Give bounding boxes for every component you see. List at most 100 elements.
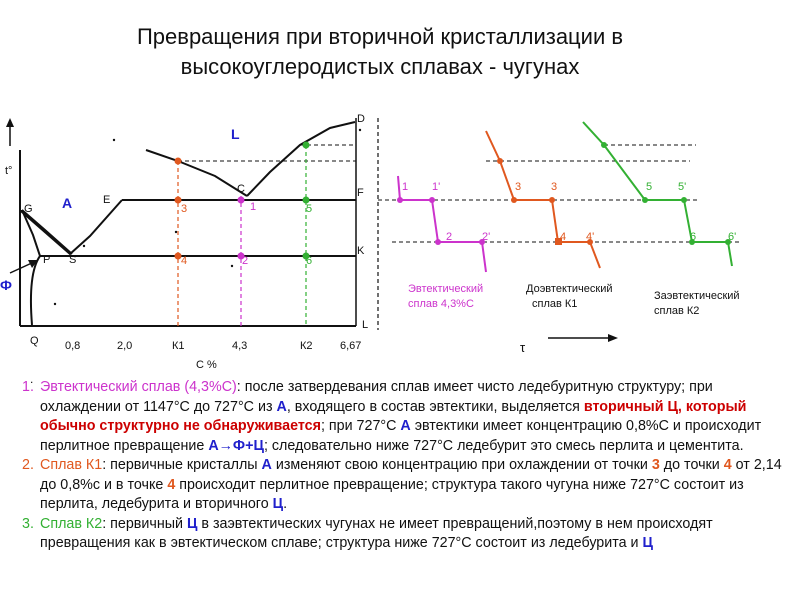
item-text: от 2,14 до 0,8%с и в точке <box>40 457 782 493</box>
phase-cementite: Ц <box>186 515 198 532</box>
phase-austenite: А <box>261 457 272 473</box>
dot <box>230 264 234 268</box>
title-line-1: Превращения при вторичной кристаллизации… <box>136 24 624 49</box>
liquidus-right <box>246 121 356 197</box>
k2-curve-label-5: 5 <box>646 181 652 193</box>
k2-curve-point-6p <box>725 239 731 245</box>
explanation-list: 1. Эвтектический сплав (4,3%С): после за… <box>22 378 782 554</box>
label-G: G <box>24 203 33 215</box>
point-ref: 4 <box>723 457 732 473</box>
k2-point-6-label: 6 <box>306 255 312 267</box>
k1-curve-label-4: 4 <box>560 231 566 243</box>
list-item-k1: 2. Сплав К1: первичные кристаллы А измен… <box>22 456 782 515</box>
x-tick-6-67: 6,67 <box>340 340 361 352</box>
emphasis-text: вторичный Ц, который обычно структурно н… <box>40 398 747 435</box>
label-E: E <box>103 194 110 206</box>
k1-point-4 <box>174 252 182 260</box>
item-heading: Сплав К2 <box>40 515 103 532</box>
dot <box>358 128 362 132</box>
phase-austenite: А <box>276 398 287 415</box>
k2-curve-label-5p: 5' <box>678 181 686 193</box>
time-axis-label: τ <box>520 340 526 355</box>
label-L-bottom: L <box>362 319 368 331</box>
liquidus-left <box>145 149 248 197</box>
item-text: изменяют свою концентрацию при охлаждени… <box>271 457 652 473</box>
hypoeutectic-caption-line2: сплав К1 <box>532 298 577 310</box>
item-text: , входящего в состав эвтектики, выделяет… <box>286 398 584 415</box>
y-axis-label: t° <box>5 165 12 177</box>
phase-austenite: А <box>400 418 411 434</box>
eut-curve-point-2p <box>479 239 485 245</box>
k2-point-5-label: 5 <box>306 203 312 215</box>
eut-curve-label-2p: 2' <box>482 231 490 243</box>
k2-point-6 <box>302 252 310 260</box>
dot <box>112 138 116 142</box>
eut-curve-point-1 <box>397 197 403 203</box>
k1-curve-label-3a: 3 <box>515 181 521 193</box>
x-tick-k1: К1 <box>172 340 185 352</box>
label-S: S <box>69 254 76 266</box>
item-text: ; следовательно ниже 727°С ледебурит это… <box>263 437 744 454</box>
item-number: 2. <box>22 457 34 473</box>
k1-point-3 <box>174 196 182 204</box>
x-tick-0-8: 0,8 <box>65 340 80 352</box>
cooling-curves: τ <box>377 118 740 355</box>
tau-arrow-head <box>608 334 618 342</box>
item-text: : первичный <box>102 515 187 532</box>
x-tick-k2: К2 <box>300 340 313 352</box>
label-P: P <box>43 254 50 266</box>
k2-curve-point-5p <box>681 197 687 203</box>
phase-cementite: Ц <box>272 496 284 512</box>
point-ref: 4 <box>167 476 176 493</box>
k1-curve-point-4p <box>587 239 593 245</box>
diagram-canvas: t° G E C D F K P S Q L С % 0,8 2,0 К1 4,… <box>0 113 740 371</box>
hypereutectic-caption-line1: Заэвтектический <box>654 290 740 302</box>
title-line-2: высокоуглеродистых сплавах - чугунах <box>180 54 580 79</box>
eut-curve-label-1p: 1' <box>432 181 440 193</box>
x-axis-label: С % <box>196 359 217 371</box>
region-liquid-label: L <box>231 126 240 142</box>
item-heading: Сплав К1 <box>40 457 103 473</box>
k1-liquidus-point <box>174 157 182 165</box>
list-item-eutectic: 1. Эвтектический сплав (4,3%С): после за… <box>22 378 782 456</box>
k1-point-3-label: 3 <box>181 203 187 215</box>
eutectic-caption-line1: Эвтектический <box>408 283 483 295</box>
dot <box>53 302 57 306</box>
label-C: C <box>237 183 245 195</box>
label-K: K <box>357 245 365 257</box>
eut-point-2 <box>237 252 245 260</box>
k1-curve-liquidus <box>497 158 503 164</box>
ferrite-label: Ф <box>0 277 12 293</box>
item-number: 3. <box>22 515 34 532</box>
eut-point-2-label: 2 <box>242 255 248 267</box>
item-text: : после затвердевания сплав имеет чисто … <box>40 379 713 415</box>
eut-point-1 <box>237 196 245 204</box>
item-text: ; при 727°С <box>320 418 401 434</box>
k2-curve-point-5 <box>642 197 648 203</box>
item-text: происходит перлитное превращение; структ… <box>40 476 744 513</box>
stray-dot: . <box>30 372 34 386</box>
phase-diagram <box>6 118 357 327</box>
eut-curve-label-2: 2 <box>446 231 452 243</box>
dot <box>82 244 86 248</box>
eutectic-cooling-curve <box>397 175 487 273</box>
item-text: . <box>283 496 288 512</box>
dot <box>174 230 178 234</box>
eut-curve-point-1p <box>429 197 435 203</box>
eut-curve-label-1: 1 <box>402 181 408 193</box>
reaction-equation: А→Ф+Ц <box>208 437 264 454</box>
point-ref: 3 <box>651 457 660 473</box>
k2-point-5 <box>302 196 310 204</box>
item-heading: Эвтектический сплав (4,3%С) <box>40 379 237 395</box>
label-D: D <box>357 113 365 125</box>
ferrite-arrow-head <box>28 260 38 268</box>
label-F: F <box>357 187 364 199</box>
k1-curve-label-3b: 3 <box>551 181 557 193</box>
hypoeutectic-caption-line1: Доэвтектический <box>526 283 613 295</box>
k2-curve-liquidus <box>601 142 607 148</box>
phase-cementite: Ц <box>642 535 653 551</box>
region-austenite-label: A <box>62 195 72 211</box>
x-tick-4-3: 4,3 <box>232 340 247 352</box>
page-title: Превращения при вторичной кристаллизации… <box>60 22 700 82</box>
eut-curve-point-2 <box>435 239 441 245</box>
